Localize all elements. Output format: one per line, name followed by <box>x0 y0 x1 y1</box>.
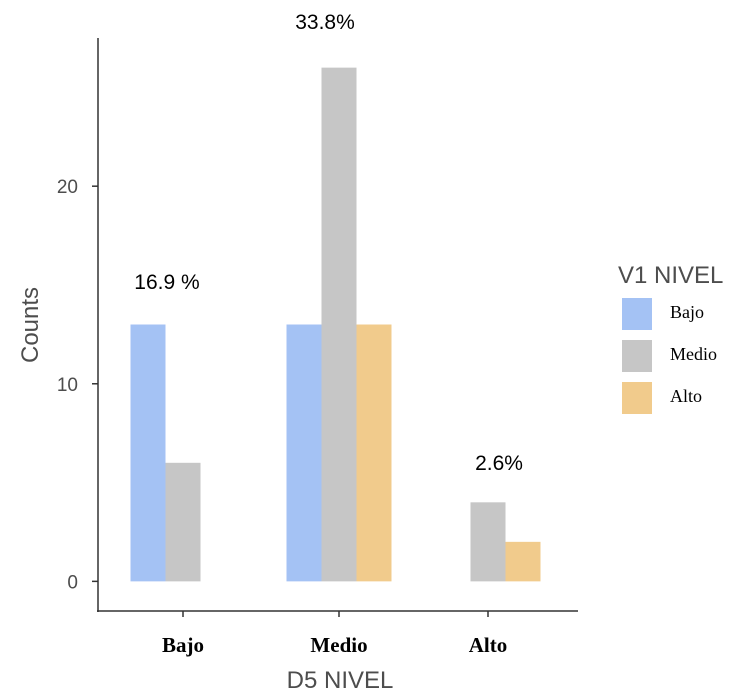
bar-alto-medio <box>470 502 506 582</box>
y-ticks-group: 0 10 20 <box>57 177 98 593</box>
annotations-group: 16.9 % 33.8% 2.6% <box>134 11 523 475</box>
percent-annotation: 33.8% <box>295 11 355 34</box>
legend-swatch <box>622 340 652 372</box>
legend: V1 NIVEL Bajo Medio Alto <box>618 262 723 414</box>
legend-label: Medio <box>670 344 717 364</box>
bar-medio-medio <box>321 67 357 582</box>
bars-group <box>130 67 541 582</box>
bar-medio-bajo <box>286 324 322 582</box>
x-axis-title: D5 NIVEL <box>287 667 394 694</box>
x-categories-group: Bajo Medio Alto <box>162 611 507 657</box>
legend-swatch <box>622 382 652 414</box>
x-tick-label: Bajo <box>162 633 204 657</box>
legend-label: Alto <box>670 386 702 406</box>
y-axis-title: Counts <box>17 287 44 363</box>
x-tick-label: Medio <box>310 633 367 657</box>
y-tick-label: 10 <box>57 375 78 396</box>
x-tick-label: Alto <box>469 633 508 657</box>
bar-medio-alto <box>356 324 392 582</box>
percent-annotation: 2.6% <box>475 452 523 475</box>
bar-bajo-medio <box>165 462 201 582</box>
legend-label: Bajo <box>670 302 704 322</box>
bar-alto-alto <box>505 541 541 582</box>
legend-swatch <box>622 298 652 330</box>
percent-annotation: 16.9 % <box>134 271 199 294</box>
legend-title: V1 NIVEL <box>618 262 723 289</box>
y-tick-label: 20 <box>57 177 78 198</box>
y-tick-label: 0 <box>67 572 78 593</box>
bar-bajo-bajo <box>130 324 166 582</box>
